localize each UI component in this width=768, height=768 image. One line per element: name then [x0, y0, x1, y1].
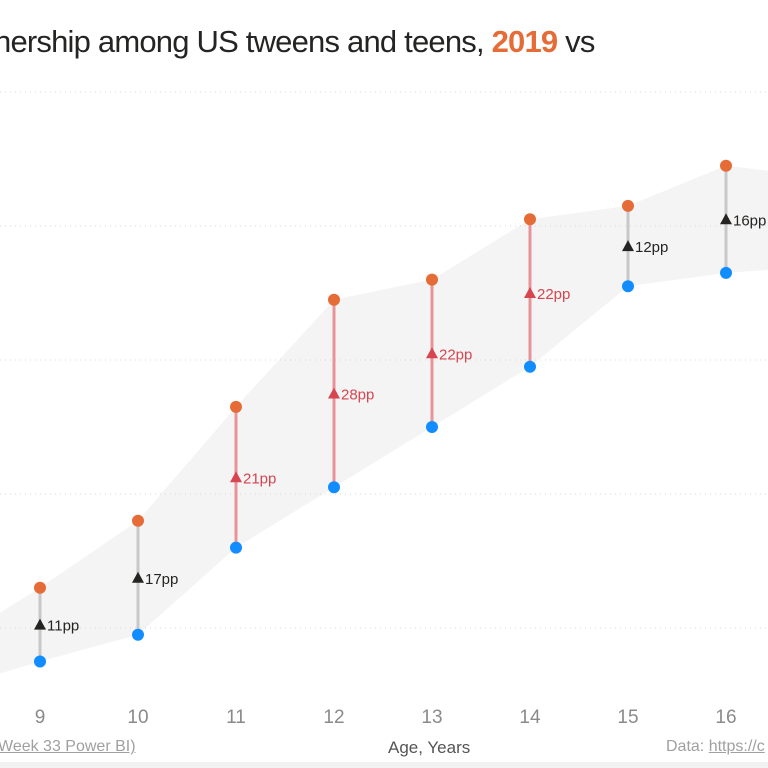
title-year-2019: 2019	[491, 24, 559, 59]
difference-label: 21pp	[243, 470, 276, 487]
point-2019	[132, 514, 144, 527]
difference-triangle-icon	[426, 347, 438, 359]
x-axis-label: Age, Years	[388, 738, 471, 757]
point-2019	[622, 199, 634, 212]
point-2015	[720, 266, 732, 279]
difference-label: 11pp	[47, 618, 79, 635]
difference-triangle-icon	[34, 618, 46, 630]
point-2015	[132, 628, 144, 641]
source-label: Data:	[666, 738, 709, 755]
title-text: nership among US tweens and teens,	[0, 24, 492, 59]
difference-triangle-icon	[132, 571, 144, 583]
difference-triangle-icon	[720, 213, 732, 225]
x-tick-label: 13	[421, 707, 442, 728]
point-2019	[230, 400, 242, 413]
point-2019	[426, 273, 438, 286]
x-tick-label: 16	[715, 707, 736, 728]
bottom-bar	[0, 762, 768, 768]
x-tick-label: 10	[127, 707, 148, 728]
x-tick-label: 12	[323, 707, 344, 728]
point-2015	[34, 655, 46, 668]
difference-label: 28pp	[341, 387, 374, 404]
difference-label: 17pp	[145, 571, 178, 588]
footer-credit-link[interactable]: Week 33 Power BI)	[0, 738, 136, 755]
point-2019	[34, 581, 46, 594]
footer-source: Data: https://c	[666, 738, 765, 756]
title-suffix: vs	[557, 24, 595, 59]
x-tick-label: 15	[617, 707, 638, 728]
x-tick-label: 14	[519, 707, 541, 728]
x-tick-label: 9	[35, 707, 46, 728]
point-2015	[524, 360, 536, 373]
point-2019	[524, 213, 536, 226]
difference-triangle-icon	[524, 287, 536, 298]
difference-triangle-icon	[328, 387, 340, 399]
difference-triangle-icon	[230, 471, 242, 483]
difference-label: 22pp	[537, 286, 570, 303]
difference-label: 12pp	[635, 239, 668, 256]
point-2015	[622, 280, 634, 293]
difference-label: 22pp	[439, 346, 472, 363]
chart-title: nership among US tweens and teens, 2019 …	[0, 24, 595, 60]
point-2015	[230, 541, 242, 554]
point-2019	[328, 293, 340, 306]
difference-triangle-icon	[622, 240, 634, 252]
range-band	[0, 165, 768, 674]
point-2019	[720, 159, 732, 172]
x-tick-label: 11	[226, 707, 246, 728]
point-2015	[328, 481, 340, 494]
point-2015	[426, 421, 438, 433]
source-link[interactable]: https://c	[708, 738, 765, 755]
difference-label: 16pp	[733, 212, 766, 229]
